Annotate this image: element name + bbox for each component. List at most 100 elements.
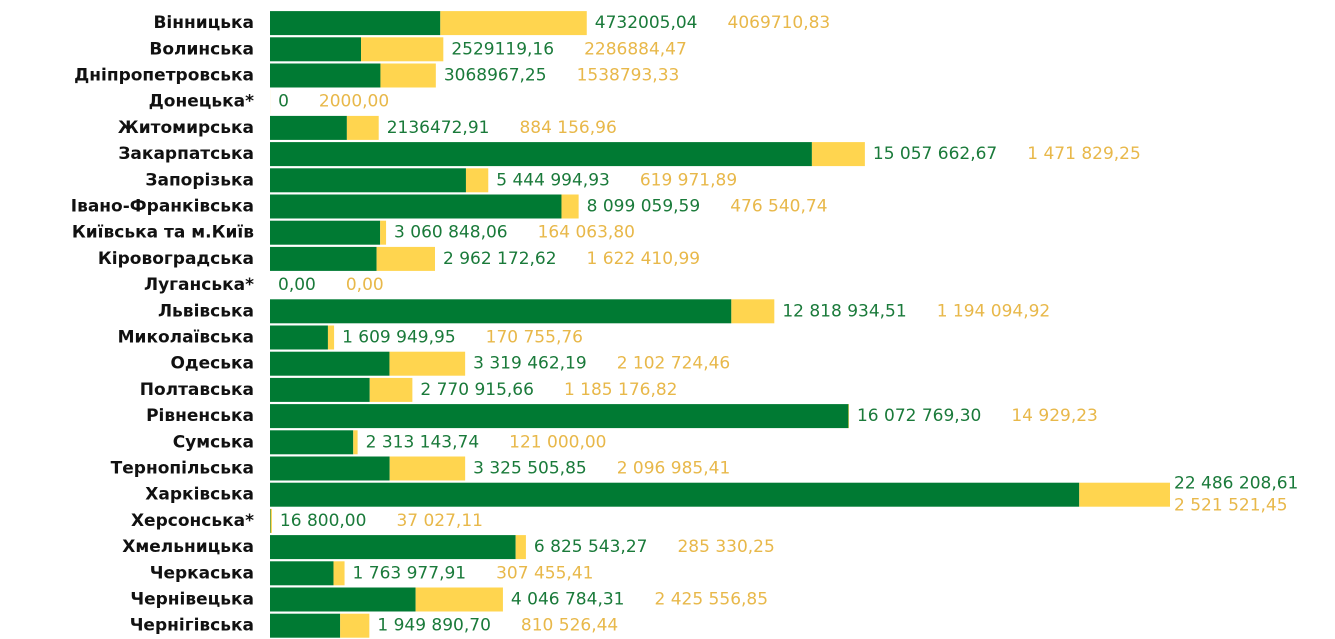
bar-segment [376, 246, 435, 271]
value-label: 4069710,83 [728, 13, 831, 33]
category-label: Херсонська* [131, 511, 254, 531]
bar-segment [270, 613, 341, 638]
bar-segment [1079, 482, 1170, 507]
category-label: Волинська [149, 39, 254, 59]
category-label: Дніпропетровська [74, 66, 254, 86]
bar-segment [270, 115, 347, 140]
value-label: 3 319 462,19 [473, 354, 587, 374]
value-label: 164 063,80 [538, 223, 635, 243]
bar-segment [333, 561, 345, 586]
category-label: Чернігівська [130, 616, 254, 636]
bar-segment [389, 456, 466, 481]
value-label: 1 194 094,92 [937, 301, 1051, 321]
bar-segment [848, 404, 849, 429]
value-label: 2 096 985,41 [617, 459, 731, 479]
bar-segment [270, 430, 354, 455]
value-label: 2 962 172,62 [443, 249, 557, 269]
category-label: Івано-Франківська [71, 197, 254, 217]
bar-segment [515, 535, 526, 560]
value-label: 1 471 829,25 [1027, 144, 1141, 164]
category-label: Донецька* [149, 92, 254, 112]
value-label: 2286884,47 [584, 39, 687, 59]
value-label: 4 046 784,31 [511, 590, 625, 610]
bar-segment [270, 168, 466, 193]
bar-segment [270, 404, 849, 429]
category-label: Житомирська [118, 118, 254, 138]
category-label: Луганська* [144, 275, 254, 295]
value-label: 1 949 890,70 [377, 616, 491, 636]
bar-segment [270, 246, 377, 271]
value-label: 2000,00 [319, 92, 389, 112]
bar-segment [415, 587, 503, 612]
value-label: 16 072 769,30 [857, 406, 981, 426]
bar-segment [561, 194, 579, 219]
bar-segment [346, 115, 379, 140]
bar-segment [340, 613, 370, 638]
value-label: 2529119,16 [451, 39, 554, 59]
category-label: Запорізька [145, 170, 254, 190]
category-label: Сумська [173, 432, 254, 452]
value-label: 14 929,23 [1011, 406, 1098, 426]
value-label: 5 444 994,93 [496, 170, 610, 190]
bar-segment [270, 325, 328, 350]
bar-segment [380, 63, 436, 88]
value-label: 2136472,91 [387, 118, 490, 138]
bar-segment [270, 508, 271, 533]
value-label: 285 330,25 [677, 537, 774, 557]
value-label: 3068967,25 [444, 66, 547, 86]
value-label: 170 755,76 [486, 328, 583, 348]
value-label: 12 818 934,51 [782, 301, 906, 321]
value-label: 4732005,04 [595, 13, 698, 33]
bar-segment [380, 220, 387, 245]
category-label: Тернопільська [111, 459, 254, 479]
bar-segment [270, 220, 381, 245]
bar-segment [731, 299, 775, 324]
value-label: 1 763 977,91 [353, 563, 467, 583]
category-label: Черкаська [150, 563, 254, 583]
value-label: 0,00 [346, 275, 384, 295]
bar-segment [270, 456, 390, 481]
bar-segment [270, 561, 334, 586]
value-label: 1538793,33 [577, 66, 680, 86]
value-label: 476 540,74 [730, 197, 827, 217]
value-label: 0 [278, 92, 289, 112]
value-label: 2 521 521,45 [1174, 496, 1288, 516]
category-label: Кіровоградська [98, 249, 254, 269]
bar-segment [270, 299, 732, 324]
bar-segment [465, 168, 489, 193]
category-label: Харківська [145, 485, 254, 505]
value-label: 15 057 662,67 [873, 144, 997, 164]
category-label: Полтавська [140, 380, 254, 400]
bar-segment [353, 430, 358, 455]
value-label: 619 971,89 [640, 170, 737, 190]
bar-segment [270, 142, 812, 167]
value-label: 6 825 543,27 [534, 537, 648, 557]
value-label: 810 526,44 [521, 616, 618, 636]
bar-segment [389, 351, 466, 376]
value-label: 3 325 505,85 [473, 459, 587, 479]
category-label: Вінницька [153, 13, 254, 33]
bar-segment [270, 482, 1080, 507]
value-label: 1 609 949,95 [342, 328, 456, 348]
category-label: Закарпатська [118, 144, 254, 164]
category-label: Рівненська [146, 406, 254, 426]
value-label: 0,00 [278, 275, 316, 295]
value-label: 121 000,00 [509, 432, 606, 452]
bar-segment [440, 11, 587, 36]
bar-segment [270, 11, 441, 36]
category-label: Одеська [170, 354, 254, 374]
value-label: 3 060 848,06 [394, 223, 508, 243]
bar-segment [361, 37, 444, 62]
bar-segment [270, 37, 362, 62]
value-label: 16 800,00 [280, 511, 367, 531]
value-label: 2 102 724,46 [617, 354, 731, 374]
bar-segment [270, 587, 416, 612]
value-label: 1 622 410,99 [587, 249, 701, 269]
value-label: 2 770 915,66 [420, 380, 534, 400]
value-label: 2 313 143,74 [366, 432, 480, 452]
category-label: Хмельницька [122, 537, 254, 557]
category-label: Київська та м.Київ [72, 223, 254, 243]
bar-segment [270, 63, 381, 88]
bar-segment [270, 194, 562, 219]
value-label: 884 156,96 [519, 118, 616, 138]
